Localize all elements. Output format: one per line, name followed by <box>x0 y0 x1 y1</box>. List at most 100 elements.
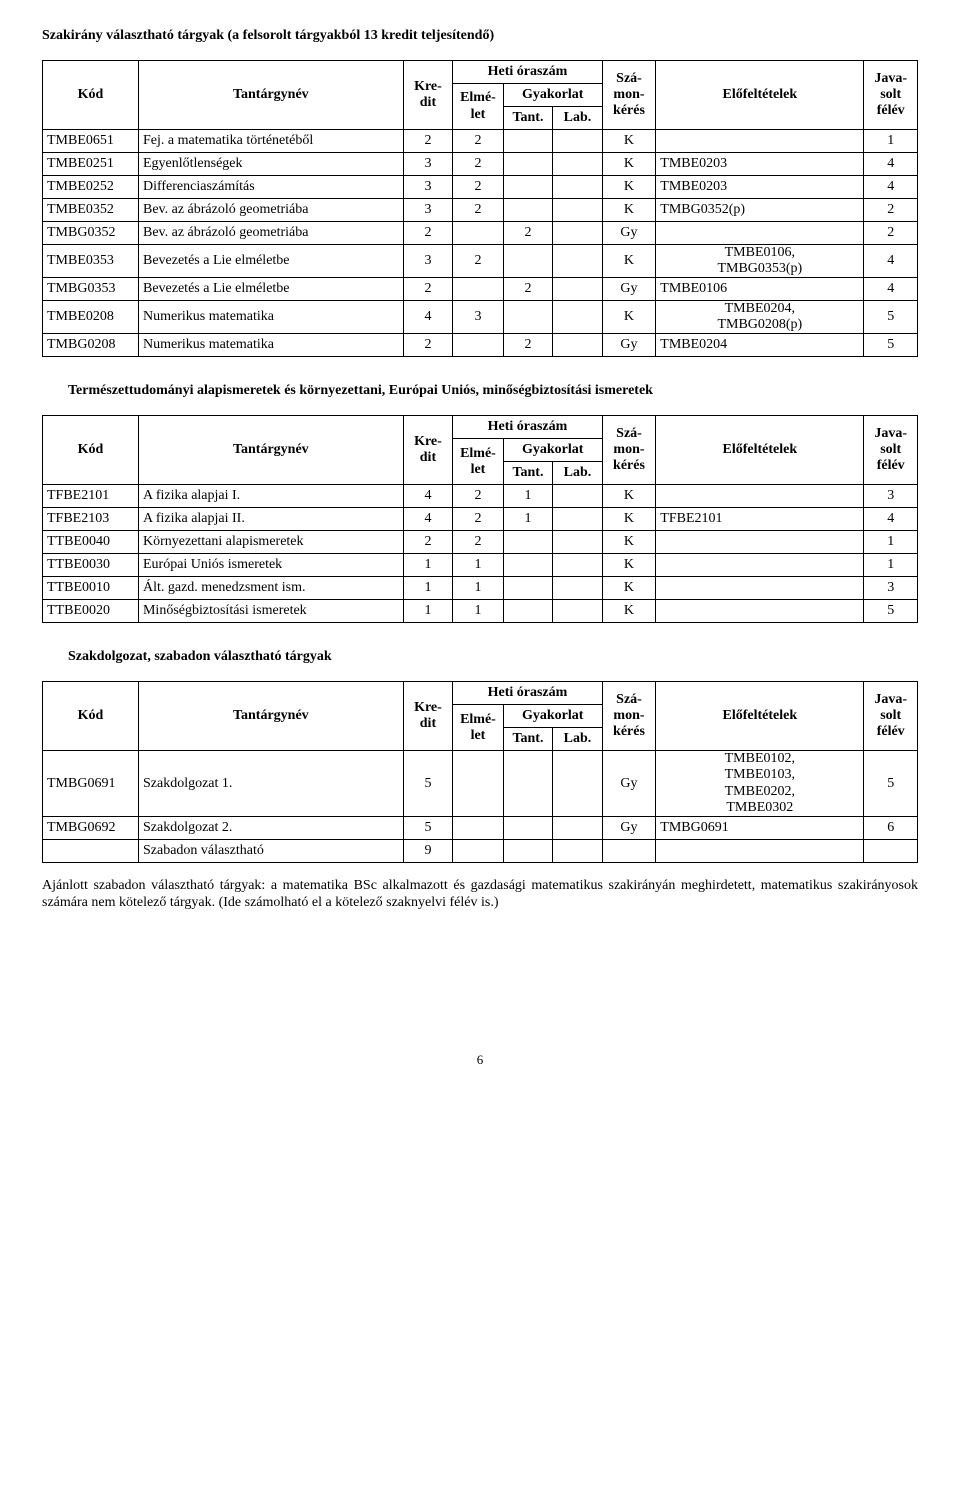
table-cell: 3 <box>403 153 453 176</box>
table-cell <box>503 176 553 199</box>
section2-table: Kód Tantárgynév Kre-dit Heti óraszám Szá… <box>42 415 918 623</box>
table-row: TMBE0252Differenciaszámítás32KTMBE02034 <box>43 176 918 199</box>
th-kredit: Kre-dit <box>403 682 453 751</box>
th-kredit: Kre-dit <box>403 61 453 130</box>
table-cell <box>553 199 603 222</box>
table-cell: Gy <box>602 751 656 816</box>
table-row: TTBE0010Ált. gazd. menedzsment ism.11K3 <box>43 577 918 600</box>
th-tant: Tant. <box>503 462 553 485</box>
table-cell <box>503 816 553 839</box>
table-cell <box>503 130 553 153</box>
table-cell: K <box>602 153 656 176</box>
table-cell: 3 <box>403 245 453 278</box>
table-cell: TMBE0204 <box>656 334 864 357</box>
table-cell: Gy <box>602 278 656 301</box>
table-row: TMBE0208Numerikus matematika43KTMBE0204,… <box>43 301 918 334</box>
table-cell: TMBG0353 <box>43 278 139 301</box>
table-cell <box>503 751 553 816</box>
table-cell: TMBE0106 <box>656 278 864 301</box>
table-cell: K <box>602 485 656 508</box>
section3-table: Kód Tantárgynév Kre-dit Heti óraszám Szá… <box>42 681 918 862</box>
table-cell <box>553 577 603 600</box>
table-cell: TMBG0352(p) <box>656 199 864 222</box>
th-lab: Lab. <box>553 107 603 130</box>
table-cell: 4 <box>864 278 918 301</box>
table-cell <box>656 485 864 508</box>
table-cell: Szakdolgozat 2. <box>138 816 403 839</box>
table-cell: TMBE0352 <box>43 199 139 222</box>
table-cell: 4 <box>864 176 918 199</box>
table-cell: 1 <box>403 554 453 577</box>
table-cell <box>453 334 504 357</box>
table-cell <box>553 245 603 278</box>
table-cell: A fizika alapjai I. <box>138 485 403 508</box>
table-cell: 2 <box>453 176 504 199</box>
table-cell: TFBE2103 <box>43 508 139 531</box>
table-cell: 3 <box>403 176 453 199</box>
table-row: TMBG0353Bevezetés a Lie elméletbe22GyTMB… <box>43 278 918 301</box>
table-cell: 4 <box>403 508 453 531</box>
table-cell <box>503 554 553 577</box>
table-cell: Gy <box>602 222 656 245</box>
table-cell: TMBG0208 <box>43 334 139 357</box>
table-cell <box>553 816 603 839</box>
table-cell: TTBE0040 <box>43 531 139 554</box>
table-cell: 6 <box>864 816 918 839</box>
table-cell: TMBE0353 <box>43 245 139 278</box>
page-number: 6 <box>42 1052 918 1068</box>
table-cell <box>553 751 603 816</box>
table-cell: 5 <box>864 600 918 623</box>
th-nev: Tantárgynév <box>138 61 403 130</box>
table-cell <box>553 278 603 301</box>
table-cell: 5 <box>864 301 918 334</box>
table-row: TFBE2103A fizika alapjai II.421KTFBE2101… <box>43 508 918 531</box>
table-cell: 2 <box>453 508 504 531</box>
table-cell: 2 <box>453 130 504 153</box>
table-cell <box>553 130 603 153</box>
table-cell: 1 <box>453 600 504 623</box>
table-cell: TMBE0208 <box>43 301 139 334</box>
table-cell <box>602 839 656 862</box>
table-row: TMBG0208Numerikus matematika22GyTMBE0204… <box>43 334 918 357</box>
th-gyakorlat: Gyakorlat <box>503 705 602 728</box>
table-cell <box>503 839 553 862</box>
th-javasolt: Java-solt félév <box>864 61 918 130</box>
th-tant: Tant. <box>503 728 553 751</box>
table-cell: K <box>602 508 656 531</box>
table-cell: Bev. az ábrázoló geometriába <box>138 199 403 222</box>
table-cell <box>553 554 603 577</box>
table-cell <box>503 245 553 278</box>
table-cell: K <box>602 531 656 554</box>
table-cell: TMBE0251 <box>43 153 139 176</box>
table-cell: 5 <box>864 334 918 357</box>
table-cell: 1 <box>403 577 453 600</box>
table-cell: 9 <box>403 839 453 862</box>
table-cell <box>656 600 864 623</box>
th-szamon: Szá-mon-kérés <box>602 682 656 751</box>
table-cell: Fej. a matematika történetéből <box>138 130 403 153</box>
table-cell <box>453 278 504 301</box>
table-cell: K <box>602 130 656 153</box>
table-cell: TMBE0106,TMBG0353(p) <box>656 245 864 278</box>
table-cell: Egyenlőtlenségek <box>138 153 403 176</box>
table-cell <box>553 334 603 357</box>
table-cell <box>656 222 864 245</box>
th-tant: Tant. <box>503 107 553 130</box>
table-cell: 1 <box>503 508 553 531</box>
table-cell <box>656 577 864 600</box>
th-elmelet: Elmé-let <box>453 439 504 485</box>
table-row: TMBE0353Bevezetés a Lie elméletbe32KTMBE… <box>43 245 918 278</box>
table-cell: TMBE0204,TMBG0208(p) <box>656 301 864 334</box>
table-row: TTBE0040Környezettani alapismeretek22K1 <box>43 531 918 554</box>
table-cell <box>503 301 553 334</box>
table-cell <box>656 130 864 153</box>
th-elmelet: Elmé-let <box>453 84 504 130</box>
table-cell: 2 <box>453 531 504 554</box>
section3-title: Szakdolgozat, szabadon választható tárgy… <box>68 649 918 665</box>
table-cell <box>453 816 504 839</box>
table-cell <box>453 751 504 816</box>
table-cell: Bevezetés a Lie elméletbe <box>138 278 403 301</box>
table-cell: Ált. gazd. menedzsment ism. <box>138 577 403 600</box>
th-lab: Lab. <box>553 728 603 751</box>
table-cell <box>503 531 553 554</box>
